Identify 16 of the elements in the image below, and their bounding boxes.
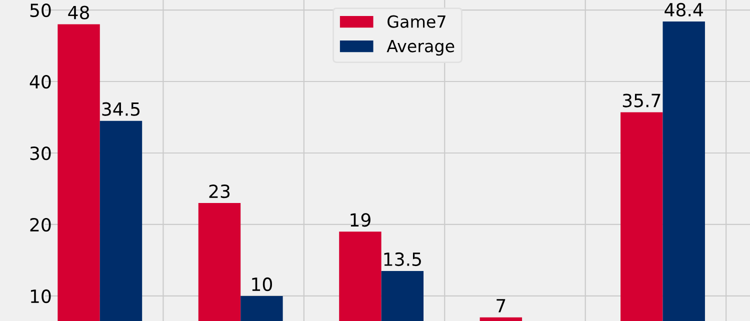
legend-label: Average <box>386 40 454 56</box>
y-tick-label: 10 <box>30 289 51 304</box>
data-label: 19 <box>350 213 370 227</box>
data-label: 48.4 <box>664 2 703 17</box>
legend-label: Game7 <box>388 15 446 28</box>
data-label: 13.5 <box>384 252 421 266</box>
data-label: 34.5 <box>102 102 140 116</box>
y-tick-label: 30 <box>30 146 51 160</box>
data-label: 7 <box>496 299 506 312</box>
data-label: 48 <box>68 6 90 20</box>
y-tick-label: 40 <box>30 74 51 89</box>
y-tick-label: 20 <box>30 218 51 232</box>
data-label: 10 <box>252 277 272 292</box>
data-label: 35.7 <box>622 94 660 108</box>
y-tick-label: 50 <box>30 3 51 18</box>
data-label: 23 <box>209 184 230 198</box>
